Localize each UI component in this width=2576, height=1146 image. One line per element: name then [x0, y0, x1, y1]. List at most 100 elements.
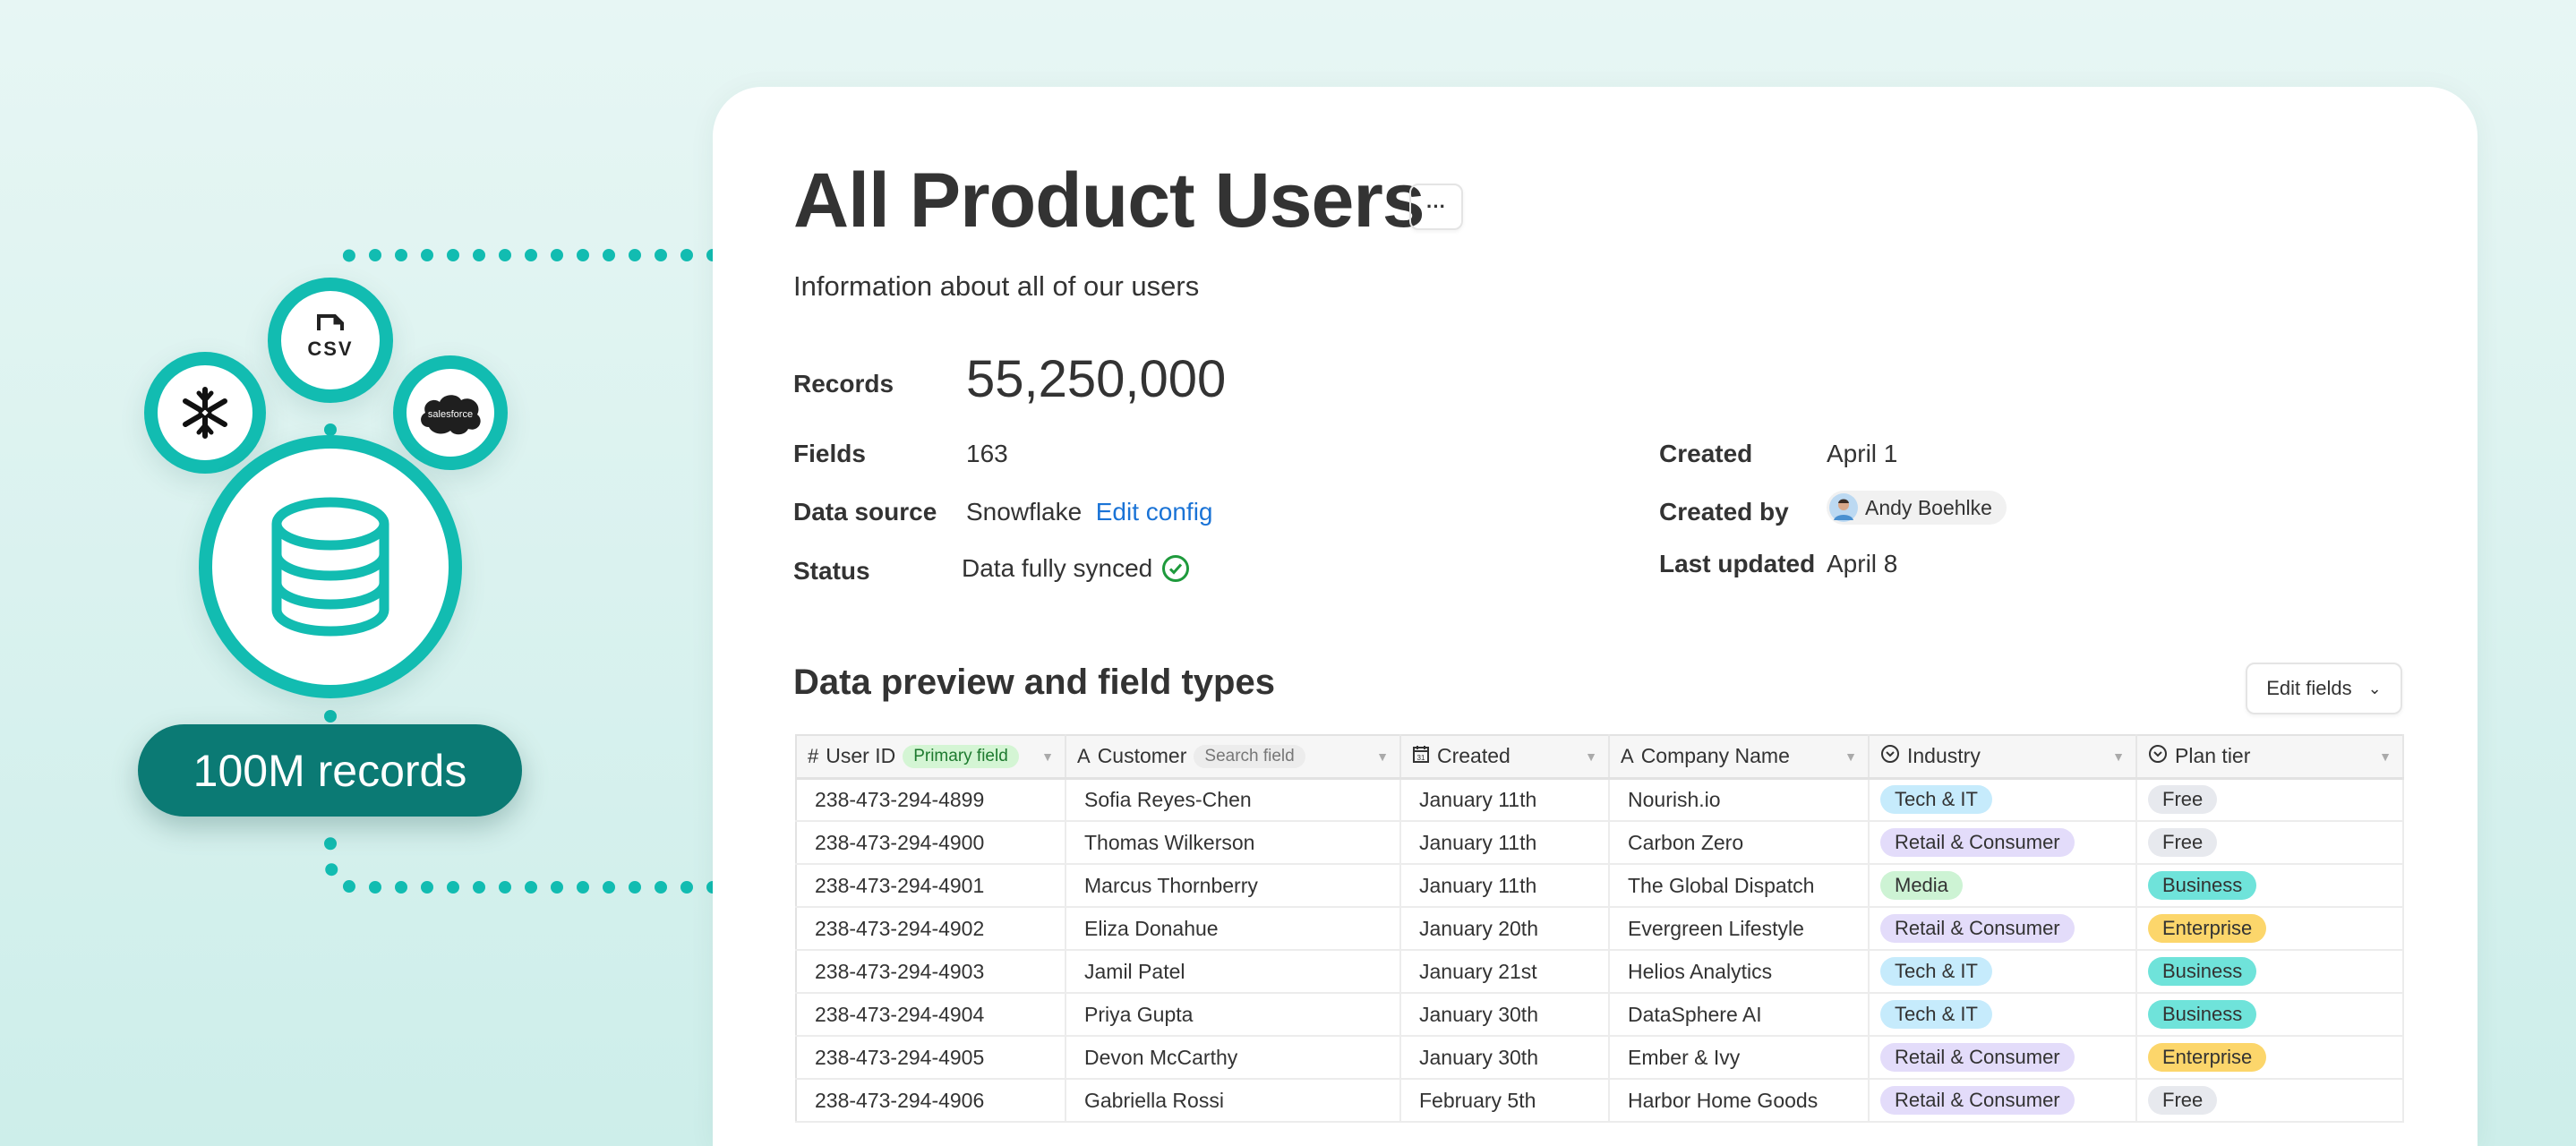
table-row[interactable]: 238-473-294-4905 Devon McCarthy January 30… [796, 1036, 2404, 1080]
plan-tier-tag: Business [2148, 1000, 2257, 1029]
table-row[interactable]: 238-473-294-4901 Marcus Thornberry January… [796, 864, 2404, 908]
column-header-industry[interactable]: Industry ▼ [1869, 735, 2137, 780]
industry-tag: Retail & Consumer [1880, 828, 2075, 857]
table-cell[interactable]: Retail & Consumer [1869, 1079, 2137, 1123]
table-cell[interactable]: 238-473-294-4899 [796, 778, 1066, 822]
records-value: 55,250,000 [966, 350, 1227, 408]
status-label: Status [793, 557, 870, 585]
table-row[interactable]: 238-473-294-4902 Eliza Donahue January 20t… [796, 907, 2404, 951]
select-icon [2148, 744, 2168, 769]
table-cell[interactable]: Tech & IT [1869, 993, 2137, 1037]
table-cell[interactable]: January 11th [1400, 864, 1610, 908]
section-title: Data preview and field types [793, 663, 1275, 702]
table-row[interactable]: 238-473-294-4903 Jamil Patel January 21st H… [796, 950, 2404, 994]
table-cell[interactable]: 238-473-294-4902 [796, 907, 1066, 951]
dropdown-arrow-icon[interactable]: ▼ [1844, 748, 1857, 764]
table-cell[interactable]: Jamil Patel [1065, 950, 1401, 994]
table-cell[interactable]: Ember & Ivy [1609, 1036, 1870, 1080]
industry-tag: Media [1880, 871, 1963, 900]
table-cell[interactable]: January 30th [1400, 993, 1610, 1037]
table-cell[interactable]: January 30th [1400, 1036, 1610, 1080]
salesforce-icon: salesforce [421, 395, 481, 435]
created-by-chip[interactable]: Andy Boehlke [1827, 491, 2007, 526]
dropdown-arrow-icon[interactable]: ▼ [2112, 748, 2125, 764]
column-label: Industry [1907, 744, 1981, 768]
table-cell[interactable]: DataSphere AI [1609, 993, 1870, 1037]
column-label: Customer [1097, 744, 1187, 768]
table-cell[interactable]: Nourish.io [1609, 778, 1870, 822]
dropdown-arrow-icon[interactable]: ▼ [1585, 748, 1597, 764]
check-circle-icon [1162, 555, 1190, 582]
table-cell[interactable]: February 5th [1400, 1079, 1610, 1123]
table-cell[interactable]: Media [1869, 864, 2137, 908]
table-cell[interactable]: Thomas Wilkerson [1065, 821, 1401, 865]
dropdown-arrow-icon[interactable]: ▼ [1376, 748, 1389, 764]
table-cell[interactable]: Evergreen Lifestyle [1609, 907, 1870, 951]
column-header-user-id[interactable]: # User ID Primary field ▼ [796, 735, 1066, 780]
table-cell[interactable]: January 11th [1400, 778, 1610, 822]
table-cell[interactable]: 238-473-294-4906 [796, 1079, 1066, 1123]
table-cell[interactable]: Business [2136, 993, 2404, 1037]
table-cell[interactable]: Business [2136, 950, 2404, 994]
column-label: Plan tier [2175, 744, 2251, 768]
column-header-plan-tier[interactable]: Plan tier ▼ [2136, 735, 2404, 780]
table-cell[interactable]: Gabriella Rossi [1065, 1079, 1401, 1123]
column-header-customer[interactable]: A Customer Search field ▼ [1065, 735, 1401, 780]
more-options-button[interactable]: ··· [1409, 184, 1463, 230]
column-header-created[interactable]: 31 Created ▼ [1400, 735, 1610, 780]
records-label: Records [793, 370, 894, 398]
table-cell[interactable]: Free [2136, 778, 2404, 822]
plan-tier-tag: Business [2148, 957, 2257, 986]
table-cell[interactable]: Retail & Consumer [1869, 907, 2137, 951]
table-cell[interactable]: Harbor Home Goods [1609, 1079, 1870, 1123]
table-cell[interactable]: Free [2136, 821, 2404, 865]
table-cell[interactable]: January 21st [1400, 950, 1610, 994]
plan-tier-tag: Enterprise [2148, 914, 2267, 943]
table-cell[interactable]: Helios Analytics [1609, 950, 1870, 994]
created-value: April 1 [1827, 440, 1898, 467]
table-cell[interactable]: Marcus Thornberry [1065, 864, 1401, 908]
dropdown-arrow-icon[interactable]: ▼ [1041, 748, 1054, 764]
table-cell[interactable]: The Global Dispatch [1609, 864, 1870, 908]
status-value: Data fully synced [962, 554, 1190, 583]
edit-fields-button[interactable]: Edit fields ⌄ [2246, 663, 2402, 714]
csv-file-icon: CSV [307, 314, 352, 360]
table-cell[interactable]: Devon McCarthy [1065, 1036, 1401, 1080]
table-cell[interactable]: Retail & Consumer [1869, 821, 2137, 865]
plan-tier-tag: Business [2148, 871, 2257, 900]
column-header-company-name[interactable]: A Company Name ▼ [1609, 735, 1870, 780]
table-cell[interactable]: Carbon Zero [1609, 821, 1870, 865]
table-cell[interactable]: Sofia Reyes-Chen [1065, 778, 1401, 822]
table-cell[interactable]: Enterprise [2136, 907, 2404, 951]
text-icon: A [1077, 744, 1091, 767]
table-cell[interactable]: 238-473-294-4903 [796, 950, 1066, 994]
plan-tier-tag: Free [2148, 1086, 2218, 1115]
table-cell[interactable]: Free [2136, 1079, 2404, 1123]
table-cell[interactable]: January 20th [1400, 907, 1610, 951]
table-row[interactable]: 238-473-294-4906 Gabriella Rossi February … [796, 1079, 2404, 1123]
table-cell[interactable]: 238-473-294-4904 [796, 993, 1066, 1037]
table-cell[interactable]: 238-473-294-4905 [796, 1036, 1066, 1080]
table-cell[interactable]: Priya Gupta [1065, 993, 1401, 1037]
table-row[interactable]: 238-473-294-4904 Priya Gupta January 30th D… [796, 993, 2404, 1037]
table-cell[interactable]: Tech & IT [1869, 778, 2137, 822]
svg-text:31: 31 [1417, 754, 1425, 762]
table-row[interactable]: 238-473-294-4900 Thomas Wilkerson January … [796, 821, 2404, 865]
table-cell[interactable]: Retail & Consumer [1869, 1036, 2137, 1080]
last-updated-label: Last updated [1659, 550, 1816, 577]
table-cell[interactable]: Eliza Donahue [1065, 907, 1401, 951]
table-cell[interactable]: Tech & IT [1869, 950, 2137, 994]
table-row[interactable]: 238-473-294-4899 Sofia Reyes-Chen January … [796, 778, 2404, 822]
industry-tag: Retail & Consumer [1880, 1043, 2075, 1072]
data-source-label: Data source [793, 498, 937, 526]
table-cell[interactable]: 238-473-294-4900 [796, 821, 1066, 865]
dropdown-arrow-icon[interactable]: ▼ [2379, 748, 2392, 764]
records-count-pill: 100M records [138, 724, 522, 817]
table-cell[interactable]: Business [2136, 864, 2404, 908]
plan-tier-tag: Free [2148, 785, 2218, 815]
table-cell[interactable]: 238-473-294-4901 [796, 864, 1066, 908]
table-cell[interactable]: January 11th [1400, 821, 1610, 865]
edit-config-link[interactable]: Edit config [1095, 498, 1213, 526]
table-cell[interactable]: Enterprise [2136, 1036, 2404, 1080]
plan-tier-tag: Free [2148, 828, 2218, 857]
